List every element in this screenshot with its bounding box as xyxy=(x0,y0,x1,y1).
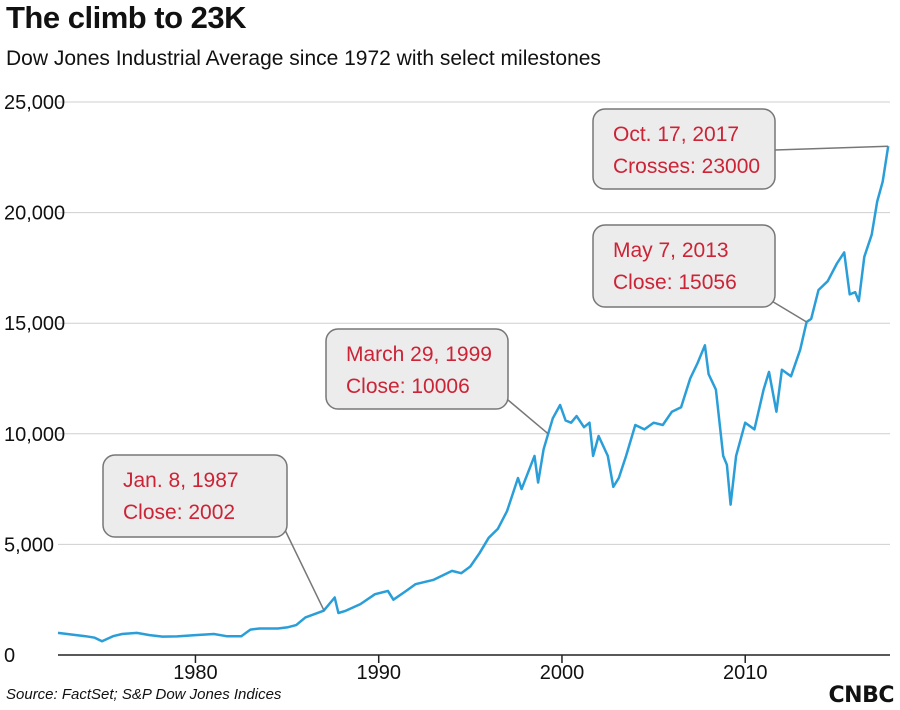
callout-date: Jan. 8, 1987 xyxy=(123,469,239,492)
y-tick-label: 15,000 xyxy=(4,313,65,335)
callout-value: Close: 10006 xyxy=(346,375,470,398)
x-tick-label: 1990 xyxy=(356,662,401,684)
source-note: Source: FactSet; S&P Dow Jones Indices xyxy=(6,686,282,703)
y-tick-label: 20,000 xyxy=(4,203,65,225)
callout-box xyxy=(592,108,776,190)
x-tick-label: 2000 xyxy=(540,662,585,684)
callout-box xyxy=(592,224,776,308)
series-line xyxy=(57,146,890,643)
callout-value: Close: 15056 xyxy=(613,271,737,294)
cnbc-logo: CNBC xyxy=(828,683,895,708)
callout-leader xyxy=(774,145,889,151)
callout-box xyxy=(325,328,509,410)
callout-date: May 7, 2013 xyxy=(613,239,729,262)
callout-leader xyxy=(284,529,325,612)
callout-leader xyxy=(769,299,808,323)
y-tick-label: 0 xyxy=(4,645,15,667)
callout-date: March 29, 1999 xyxy=(346,343,492,366)
x-tick-label: 1980 xyxy=(173,662,218,684)
callout-value: Crosses: 23000 xyxy=(613,155,760,178)
callout-value: Close: 2002 xyxy=(123,501,235,524)
x-tick-label: 2010 xyxy=(723,662,768,684)
chart-subtitle: Dow Jones Industrial Average since 1972 … xyxy=(6,47,601,70)
chart-title: The climb to 23K xyxy=(6,0,247,35)
callout-date: Oct. 17, 2017 xyxy=(613,123,739,146)
y-tick-label: 10,000 xyxy=(4,424,65,446)
y-tick-label: 25,000 xyxy=(4,92,65,114)
callout-box xyxy=(102,454,288,538)
callout-leader xyxy=(507,399,549,435)
y-tick-label: 5,000 xyxy=(4,534,54,556)
